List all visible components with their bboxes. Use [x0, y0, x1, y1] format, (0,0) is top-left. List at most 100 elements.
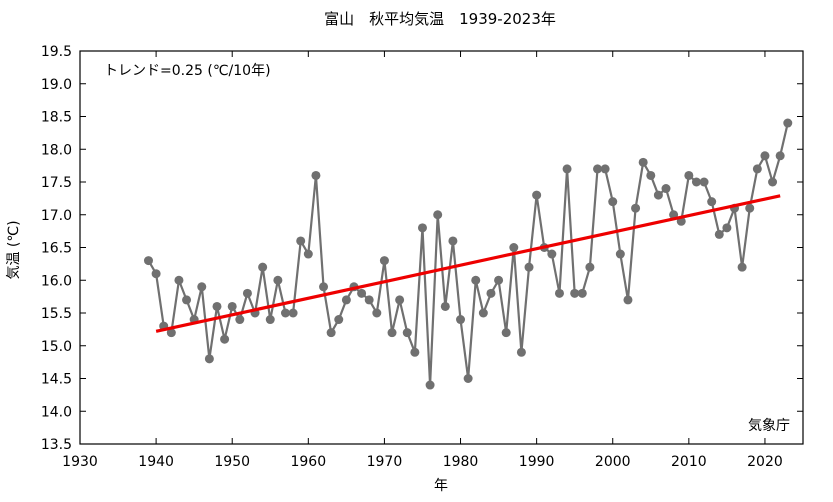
data-point: [334, 315, 344, 325]
x-axis-label: 年: [434, 478, 448, 494]
data-point: [775, 151, 785, 161]
data-point: [357, 288, 367, 298]
data-point: [714, 229, 724, 239]
data-point: [600, 164, 610, 174]
data-point: [463, 374, 473, 383]
data-point: [265, 315, 275, 325]
data-point: [783, 118, 793, 128]
y-tick-label: 16.5: [41, 241, 72, 257]
data-point: [288, 308, 298, 318]
data-point: [448, 236, 458, 246]
data-point: [653, 190, 663, 200]
data-point: [182, 295, 192, 305]
data-point: [433, 210, 443, 220]
y-tick-label: 14.0: [41, 404, 72, 420]
data-point: [471, 275, 481, 285]
data-point: [646, 170, 656, 180]
data-point: [524, 262, 534, 272]
data-point: [570, 288, 580, 298]
data-point: [220, 334, 230, 344]
x-tick-label: 1960: [290, 454, 326, 470]
plot-data: [143, 118, 793, 390]
chart-title: 富山 秋平均気温 1939-2023年: [324, 10, 556, 28]
x-tick-label: 1930: [62, 454, 98, 470]
y-tick-label: 18.5: [41, 110, 72, 126]
data-point: [410, 347, 420, 357]
data-point: [372, 308, 382, 318]
data-point: [501, 328, 511, 338]
data-point: [364, 295, 374, 305]
data-point: [516, 347, 526, 357]
data-point: [402, 328, 412, 338]
data-point: [494, 275, 504, 285]
y-tick-label: 14.5: [41, 372, 72, 388]
y-tick-label: 17.0: [41, 208, 72, 224]
data-point: [235, 315, 245, 325]
data-point: [547, 249, 557, 259]
y-tick-label: 17.5: [41, 175, 72, 191]
data-point: [768, 177, 778, 187]
data-point: [273, 275, 283, 285]
data-point: [577, 288, 587, 298]
data-point: [532, 190, 542, 200]
data-point: [615, 249, 625, 259]
data-point: [509, 243, 519, 252]
y-tick-label: 13.5: [41, 437, 72, 453]
data-point: [456, 315, 466, 325]
data-point: [707, 197, 717, 207]
data-point: [593, 164, 603, 174]
series-line: [147, 122, 789, 387]
axes: 13.5 14.0 14.5 15.0 15.5 16.0 16.5 17.0 17.5 18.0…: [41, 44, 804, 470]
data-point: [661, 184, 671, 194]
data-point: [387, 328, 397, 338]
data-point: [319, 282, 329, 292]
data-point: [204, 354, 214, 364]
x-tick-label: 2020: [747, 454, 783, 470]
data-point: [258, 262, 268, 272]
data-point: [562, 164, 572, 174]
data-point: [242, 288, 252, 298]
data-point: [585, 262, 595, 272]
data-point: [227, 301, 237, 311]
data-point: [166, 328, 176, 338]
data-point: [303, 249, 313, 259]
data-point: [151, 269, 161, 279]
trend-line: [155, 194, 781, 333]
x-tick-label: 2000: [595, 454, 631, 470]
data-point: [425, 380, 435, 390]
data-point: [212, 301, 222, 311]
data-point: [280, 308, 290, 318]
data-point: [478, 308, 488, 318]
data-point: [143, 256, 153, 266]
data-point: [417, 223, 427, 233]
data-point: [174, 275, 184, 285]
y-tick-label: 15.5: [41, 306, 72, 322]
x-tick-label: 1990: [519, 454, 555, 470]
data-point: [745, 203, 755, 213]
y-tick-label: 18.0: [41, 142, 72, 158]
x-tick-label: 1970: [367, 454, 403, 470]
data-point: [638, 157, 648, 167]
source-label: 気象庁: [748, 418, 790, 434]
data-point: [197, 282, 207, 292]
x-tick-label: 1940: [138, 454, 174, 470]
data-point: [296, 236, 306, 246]
trend-annotation: トレンド=0.25 (℃/10年): [104, 63, 271, 79]
data-point: [752, 164, 762, 174]
data-point: [379, 256, 389, 266]
data-point: [486, 288, 496, 298]
y-tick-label: 19.5: [41, 44, 72, 60]
y-tick-label: 15.0: [41, 339, 72, 355]
data-point: [311, 170, 321, 180]
data-point: [760, 151, 770, 161]
data-point: [326, 328, 336, 338]
y-tick-label: 19.0: [41, 77, 72, 93]
data-point: [608, 197, 618, 207]
y-axis-label: 気温 (℃): [6, 220, 22, 279]
x-tick-label: 1980: [443, 454, 479, 470]
data-point: [554, 288, 564, 298]
x-tick-label: 2010: [671, 454, 707, 470]
x-tick-label: 1950: [214, 454, 250, 470]
